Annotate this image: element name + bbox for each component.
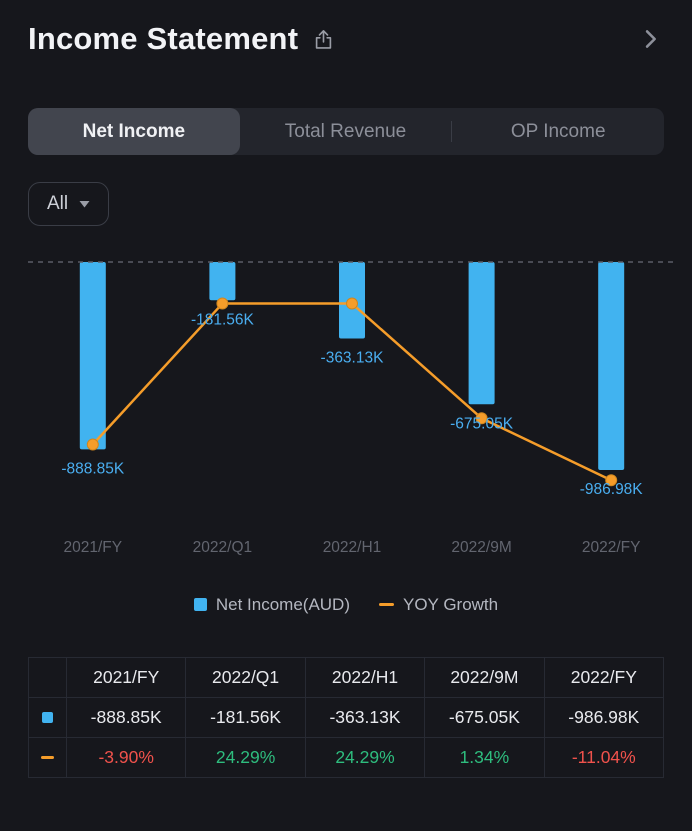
share-icon[interactable] [312, 28, 335, 51]
table-corner-cell [29, 658, 67, 698]
svg-text:2022/Q1: 2022/Q1 [193, 539, 252, 556]
growth-cell: 24.29% [186, 738, 306, 778]
svg-text:-675.05K: -675.05K [450, 415, 514, 432]
income-chart: -888.85K -181.56K -363.13K -675.05K -986.98K… [28, 252, 676, 570]
chevron-down-icon [79, 201, 90, 208]
growth-cell: 1.34% [425, 738, 545, 778]
net-income-cell: -363.13K [305, 698, 426, 738]
income-statement-page: Income Statement Net Income Total Revenu… [0, 16, 692, 778]
income-chart-canvas: -888.85K -181.56K -363.13K -675.05K -986.98K… [28, 261, 676, 556]
svg-text:2022/9M: 2022/9M [451, 539, 511, 556]
svg-text:-363.13K: -363.13K [321, 350, 385, 367]
tab-divider [451, 121, 453, 142]
blue-square-icon [42, 712, 53, 723]
net-income-cell: -888.85K [67, 698, 187, 738]
tab-op-income[interactable]: OP Income [510, 120, 606, 142]
svg-text:2022/FY: 2022/FY [582, 539, 641, 556]
net-income-legend-swatch [193, 598, 207, 611]
header: Income Statement [28, 16, 664, 62]
net-income-legend-label: Net Income(AUD) [215, 594, 350, 614]
svg-text:2021/FY: 2021/FY [63, 539, 122, 556]
growth-cell: -3.90% [67, 738, 187, 778]
income-data-table: 2021/FY 2022/Q1 2022/H1 2022/9M 2022/FY … [28, 657, 664, 778]
svg-text:2022/H1: 2022/H1 [323, 539, 382, 556]
net-income-cell: -675.05K [425, 698, 545, 738]
metric-tabbar: Net Income Total Revenue OP Income [28, 108, 664, 155]
table-column-header: 2022/Q1 [186, 658, 306, 698]
orange-dash-icon [41, 756, 54, 759]
tab-total-revenue[interactable]: Total Revenue [284, 120, 407, 142]
net-income-cell: -181.56K [186, 698, 306, 738]
table-column-header: 2021/FY [67, 658, 187, 698]
growth-cell: 24.29% [305, 738, 426, 778]
svg-text:-181.56K: -181.56K [191, 311, 255, 328]
svg-text:-888.85K: -888.85K [61, 460, 125, 477]
table-column-header: 2022/H1 [305, 658, 426, 698]
yoy-growth-legend-label: YOY Growth [403, 594, 499, 614]
chart-legend: Net Income(AUD) YOY Growth [28, 594, 664, 615]
table-column-header: 2022/FY [544, 658, 664, 698]
period-filter-label: All [47, 193, 69, 214]
yoy-growth-legend-swatch [379, 603, 394, 606]
page-title: Income Statement [28, 21, 299, 56]
growth-cell: -11.04% [544, 738, 664, 778]
net-income-cell: -986.98K [544, 698, 664, 738]
svg-text:-986.98K: -986.98K [580, 481, 644, 498]
table-column-header: 2022/9M [425, 658, 545, 698]
yoy-growth-row-icon-cell [29, 738, 67, 778]
period-filter-dropdown[interactable]: All [28, 182, 110, 226]
tab-net-income[interactable]: Net Income [28, 108, 240, 155]
chevron-right-icon[interactable] [636, 25, 664, 53]
net-income-row-icon-cell [29, 698, 67, 738]
